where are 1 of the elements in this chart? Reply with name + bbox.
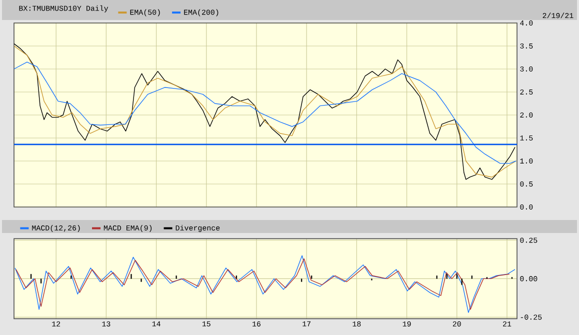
line-series	[14, 62, 516, 164]
